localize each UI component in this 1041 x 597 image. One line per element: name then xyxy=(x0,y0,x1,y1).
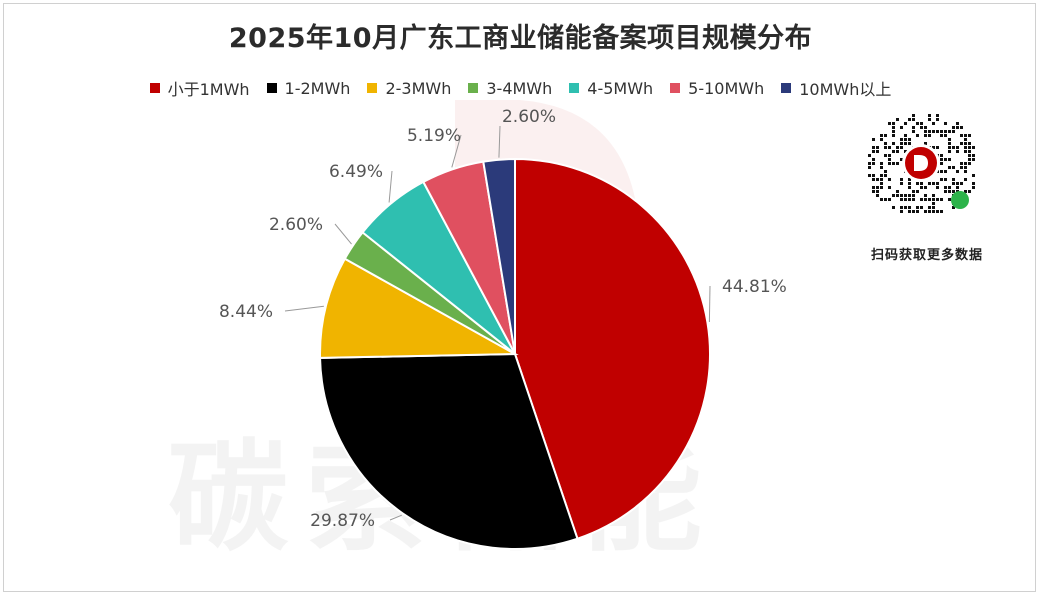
slice-value-label: 29.87% xyxy=(310,511,375,531)
qr-caption: 扫码获取更多数据 xyxy=(870,248,983,263)
legend-label: 3-4MWh xyxy=(486,78,553,98)
legend-item: 10MWh以上 xyxy=(781,76,891,100)
leader-line xyxy=(498,125,501,158)
legend-swatch xyxy=(670,83,681,93)
pie-slice xyxy=(482,157,516,355)
leader-line xyxy=(284,305,324,312)
pie-slice xyxy=(319,352,579,550)
legend-item: 5-10MWh xyxy=(670,76,764,100)
legend-label: 小于1MWh xyxy=(167,80,250,99)
leader-line xyxy=(451,134,462,168)
legend-swatch xyxy=(266,83,277,93)
wechat-miniprogram-icon xyxy=(951,191,969,209)
pie-slice xyxy=(319,257,519,359)
legend-item: 1-2MWh xyxy=(266,76,351,100)
legend-label: 4-5MWh xyxy=(587,78,654,98)
leader-line xyxy=(388,170,393,203)
leader-line xyxy=(708,285,711,323)
legend-label: 1-2MWh xyxy=(284,78,351,98)
legend-item: 2-3MWh xyxy=(367,76,451,100)
slice-value-label: 2.60% xyxy=(269,215,323,235)
legend-swatch xyxy=(367,83,378,93)
leader-line xyxy=(334,223,352,245)
slice-value-label: 6.49% xyxy=(329,162,383,182)
slice-value-label: 2.60% xyxy=(502,107,556,127)
legend-swatch xyxy=(468,83,479,93)
chart-legend: 小于1MWh 1-2MWh 2-3MWh 3-4MWh 4-5MWh 5-10M… xyxy=(0,76,1041,100)
legend-swatch xyxy=(149,83,160,93)
leader-line xyxy=(389,514,402,521)
legend-swatch xyxy=(781,83,792,93)
pie-slice xyxy=(514,157,711,540)
slice-value-label: 44.81% xyxy=(722,277,787,297)
chart-title: 2025年10月广东工商业储能备案项目规模分布 xyxy=(228,23,813,54)
legend-item: 小于1MWh xyxy=(149,76,250,100)
slice-value-label: 8.44% xyxy=(219,302,273,322)
qr-code[interactable] xyxy=(862,110,980,216)
legend-label: 5-10MWh xyxy=(688,78,765,98)
legend-label: 10MWh以上 xyxy=(799,80,892,99)
legend-label: 2-3MWh xyxy=(385,78,452,98)
slice-value-label: 5.19% xyxy=(407,126,461,146)
legend-item: 4-5MWh xyxy=(569,76,653,100)
legend-swatch xyxy=(569,83,580,93)
legend-item: 3-4MWh xyxy=(468,76,552,100)
